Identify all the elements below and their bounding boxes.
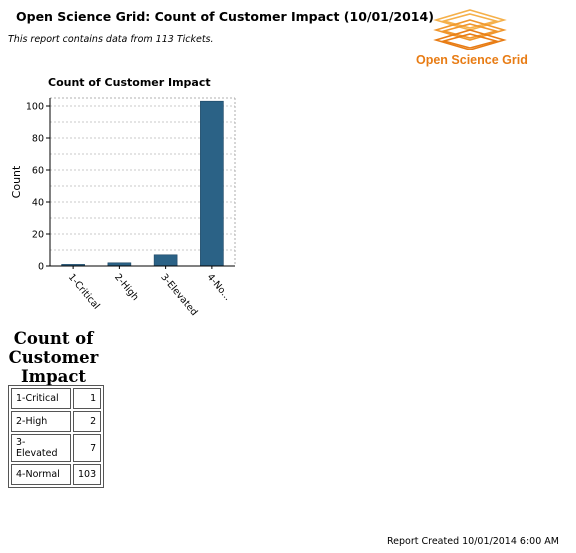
table-cell-count: 1 <box>73 388 102 409</box>
y-tick-label: 100 <box>26 102 44 113</box>
y-axis-label: Count <box>10 165 23 198</box>
report-title: Open Science Grid: Count of Customer Imp… <box>16 9 434 24</box>
report-subtitle: This report contains data from 113 Ticke… <box>8 34 214 45</box>
x-tick-label: 3-Elevated <box>158 272 199 318</box>
table-cell-category: 4-Normal <box>11 464 71 485</box>
table-cell-count: 7 <box>73 434 102 462</box>
y-tick-label: 40 <box>32 198 44 209</box>
y-tick-label: 20 <box>32 230 44 241</box>
y-tick-label: 80 <box>32 134 44 145</box>
x-tick-label: 1-Critical <box>66 272 102 312</box>
report-created-footer: Report Created 10/01/2014 6:00 AM <box>387 536 559 547</box>
table-title: Count of Customer Impact <box>8 329 99 386</box>
table-cell-count: 103 <box>73 464 102 485</box>
chart-title: Count of Customer Impact <box>48 76 211 89</box>
table-row: 1-Critical 1 <box>11 388 102 409</box>
table-row: 4-Normal 103 <box>11 464 102 485</box>
stacked-diamond-grid-icon <box>433 9 507 50</box>
osg-logo: Open Science Grid <box>412 8 528 72</box>
table-row: 2-High 2 <box>11 411 102 432</box>
table-cell-category: 1-Critical <box>11 388 71 409</box>
impact-table: 1-Critical 1 2-High 2 3-Elevated 7 4-Normal 103 <box>8 385 105 488</box>
bar-4 <box>200 100 224 267</box>
table-cell-category: 2-High <box>11 411 71 432</box>
x-tick-label: 4-No... <box>205 272 234 303</box>
table-row: 3-Elevated 7 <box>11 434 102 462</box>
bar-3 <box>153 254 178 267</box>
table-cell-category: 3-Elevated <box>11 434 71 462</box>
x-tick-label: 2-High <box>112 272 141 303</box>
y-tick-label: 60 <box>32 166 44 177</box>
y-tick-label: 0 <box>38 262 44 273</box>
table-cell-count: 2 <box>73 411 102 432</box>
logo-text: Open Science Grid <box>416 53 528 67</box>
bar-chart: 0 20 40 60 80 100 Count 1-Critical 2-High 3-Eleva… <box>10 97 236 318</box>
